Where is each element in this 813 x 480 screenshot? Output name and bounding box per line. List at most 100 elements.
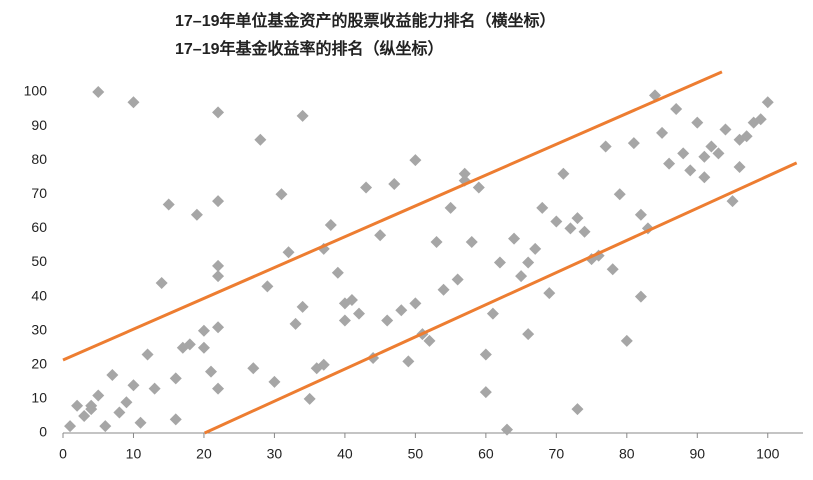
point <box>663 157 676 170</box>
point <box>423 334 436 347</box>
point <box>479 386 492 399</box>
point <box>733 160 746 173</box>
point <box>515 270 528 283</box>
point <box>599 140 612 153</box>
point <box>557 167 570 180</box>
point <box>620 334 633 347</box>
point <box>627 137 640 150</box>
point <box>754 113 767 126</box>
point <box>684 164 697 177</box>
point <box>550 215 563 228</box>
point <box>155 276 168 289</box>
point <box>705 140 718 153</box>
point <box>92 85 105 98</box>
point <box>296 109 309 122</box>
point <box>331 266 344 279</box>
x-tick-label: 30 <box>267 446 283 462</box>
point <box>254 133 267 146</box>
point <box>64 420 77 433</box>
point <box>472 181 485 194</box>
point <box>71 399 84 412</box>
point <box>564 222 577 235</box>
point <box>324 218 337 231</box>
point <box>212 259 225 272</box>
point <box>212 195 225 208</box>
point <box>374 229 387 242</box>
point <box>247 362 260 375</box>
point <box>127 96 140 109</box>
point <box>529 242 542 255</box>
point <box>670 103 683 116</box>
point <box>712 147 725 160</box>
point <box>501 423 513 436</box>
point <box>486 307 499 320</box>
point <box>458 167 471 180</box>
point <box>634 290 647 303</box>
point <box>522 256 535 269</box>
point <box>162 198 175 211</box>
point <box>508 232 521 245</box>
chart-title: 17–19年单位基金资产的股票收益能力排名（横坐标） <box>175 11 556 30</box>
point <box>169 413 182 426</box>
point <box>698 171 711 184</box>
point <box>212 321 225 334</box>
point <box>402 355 415 368</box>
point <box>353 307 365 320</box>
x-tick-label: 50 <box>408 446 424 462</box>
x-tick-label: 60 <box>478 446 494 462</box>
x-tick-label: 90 <box>689 446 705 462</box>
x-tick-label: 100 <box>756 446 780 462</box>
point <box>261 280 274 293</box>
point <box>205 365 217 378</box>
point <box>409 297 422 310</box>
point <box>85 399 98 412</box>
point <box>536 201 549 214</box>
point <box>409 154 422 167</box>
y-tick-label: 80 <box>31 151 47 167</box>
point <box>719 123 732 136</box>
point <box>395 304 408 317</box>
point <box>613 188 626 201</box>
point <box>677 147 690 160</box>
point <box>571 212 584 225</box>
y-tick-label: 0 <box>39 424 47 440</box>
x-tick-label: 20 <box>196 446 212 462</box>
point <box>141 348 154 361</box>
point <box>578 225 591 238</box>
point <box>289 317 302 330</box>
point <box>268 375 281 388</box>
point <box>571 403 584 416</box>
point <box>522 328 535 341</box>
point <box>726 195 739 208</box>
point <box>761 96 774 109</box>
y-tick-label: 10 <box>31 390 47 406</box>
point <box>120 396 133 409</box>
point <box>212 270 225 283</box>
point <box>113 406 126 419</box>
point <box>444 201 457 214</box>
band-line <box>62 70 723 362</box>
point <box>479 348 492 361</box>
y-tick-label: 70 <box>31 185 47 201</box>
point <box>212 106 225 119</box>
point <box>127 379 140 392</box>
point <box>134 416 147 429</box>
point <box>303 392 316 405</box>
point <box>106 369 119 382</box>
x-tick-label: 0 <box>59 446 67 462</box>
point <box>585 253 598 266</box>
y-tick-label: 100 <box>24 83 48 99</box>
point <box>740 130 753 143</box>
point <box>169 372 182 385</box>
point <box>698 150 711 163</box>
point <box>451 273 464 286</box>
y-tick-label: 90 <box>31 117 47 133</box>
y-tick-label: 30 <box>31 321 47 337</box>
point <box>296 300 309 313</box>
point <box>493 256 506 269</box>
y-tick-label: 50 <box>31 253 47 269</box>
point <box>92 389 105 402</box>
point <box>148 382 161 395</box>
x-tick-label: 70 <box>549 446 565 462</box>
point <box>78 409 91 422</box>
